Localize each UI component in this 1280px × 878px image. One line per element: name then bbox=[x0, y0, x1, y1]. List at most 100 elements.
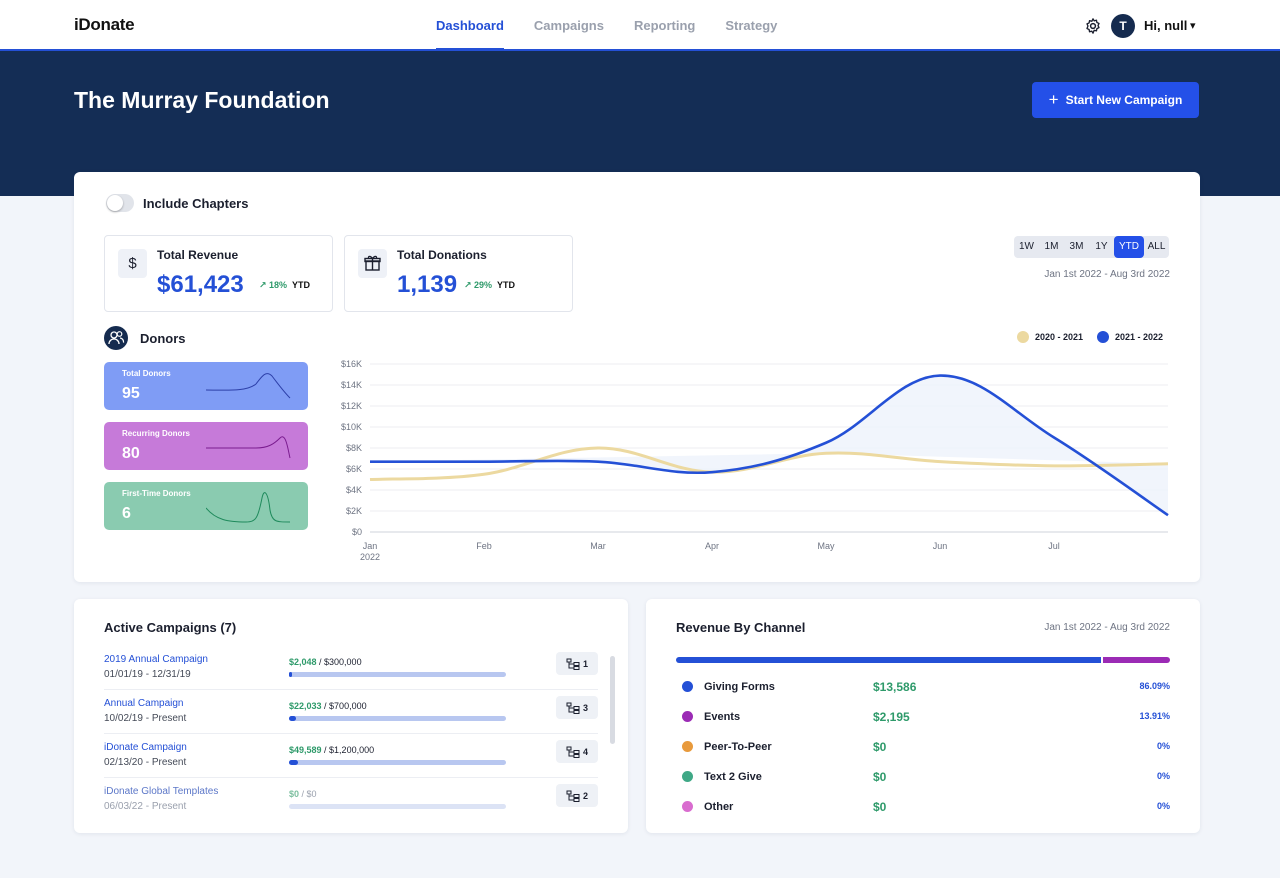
avatar[interactable]: T bbox=[1111, 14, 1135, 38]
revenue-change: ↗ 18% bbox=[259, 280, 288, 290]
campaign-structure-button[interactable]: 1 bbox=[556, 652, 598, 675]
donors-title: Donors bbox=[140, 331, 186, 346]
toggle-knob bbox=[107, 195, 123, 211]
dollar-icon: $ bbox=[118, 249, 147, 278]
revenue-by-channel-title: Revenue By Channel bbox=[676, 620, 806, 635]
range-ytd[interactable]: YTD bbox=[1114, 236, 1144, 258]
legend-dot-2021-2022 bbox=[1097, 331, 1109, 343]
page-title: The Murray Foundation bbox=[74, 87, 330, 113]
range-all[interactable]: ALL bbox=[1147, 241, 1166, 252]
start-new-campaign-button[interactable]: + Start New Campaign bbox=[1032, 82, 1199, 118]
channel-dot bbox=[682, 801, 693, 812]
y-tick-label: $6K bbox=[346, 464, 362, 474]
channel-percent: 86.09% bbox=[1139, 681, 1170, 691]
chevron-down-icon[interactable]: ▾ bbox=[1190, 20, 1196, 32]
total-donations-value: 1,139 bbox=[397, 271, 458, 298]
channel-percent: 0% bbox=[1156, 771, 1170, 781]
channel-share-segment bbox=[1101, 657, 1170, 663]
channel-row-giving-forms: Giving Forms $13,586 86.09% bbox=[676, 677, 1170, 697]
total-donors-sparkline bbox=[206, 373, 291, 399]
campaign-structure-button[interactable]: 3 bbox=[556, 696, 598, 719]
tab-reporting[interactable]: Reporting bbox=[633, 18, 696, 33]
x-tick-label: May bbox=[817, 541, 835, 551]
channel-percent: 13.91% bbox=[1139, 711, 1170, 721]
campaign-raised: $49,589 bbox=[289, 745, 322, 755]
range-1y[interactable]: 1Y bbox=[1095, 241, 1108, 252]
total-revenue-title: Total Revenue bbox=[157, 248, 239, 262]
channel-share-bar bbox=[676, 657, 1170, 663]
campaign-goal: / $700,000 bbox=[321, 701, 367, 711]
tab-dashboard[interactable]: Dashboard bbox=[436, 0, 504, 51]
campaign-row: iDonate Campaign 02/13/20 - Present $49,… bbox=[104, 734, 598, 778]
hierarchy-icon bbox=[566, 702, 580, 714]
logo[interactable]: iDonate bbox=[74, 15, 135, 34]
tab-strategy[interactable]: Strategy bbox=[725, 18, 778, 33]
user-greeting[interactable]: Hi, null bbox=[1144, 18, 1188, 33]
channel-dot bbox=[682, 681, 693, 692]
y-tick-label: $8K bbox=[346, 443, 362, 453]
donations-period: YTD bbox=[497, 280, 515, 290]
campaigns-scrollbar[interactable] bbox=[610, 656, 615, 744]
campaign-row: 2019 Annual Campaign 01/01/19 - 12/31/19… bbox=[104, 646, 598, 690]
nav-tabs: Dashboard Campaigns Reporting Strategy bbox=[436, 0, 807, 51]
channel-dot bbox=[682, 711, 693, 722]
include-chapters-toggle[interactable] bbox=[106, 194, 134, 212]
hierarchy-icon bbox=[566, 790, 580, 802]
campaign-raised: $2,048 bbox=[289, 657, 317, 667]
campaign-progress-fill bbox=[289, 716, 296, 721]
active-campaigns-title: Active Campaigns (7) bbox=[104, 620, 237, 635]
recurring-donors-value: 80 bbox=[122, 445, 140, 462]
campaign-progress-fill bbox=[289, 760, 298, 765]
revenue-by-channel-card: Revenue By Channel Jan 1st 2022 - Aug 3r… bbox=[646, 599, 1200, 833]
campaign-name[interactable]: Annual Campaign bbox=[104, 698, 184, 709]
campaign-progress-fill bbox=[289, 672, 292, 677]
legend-2021-2022: 2021 - 2022 bbox=[1097, 331, 1163, 343]
range-selector: 1W 1M 3M 1Y YTD ALL bbox=[1014, 236, 1169, 258]
campaign-structure-button[interactable]: 2 bbox=[556, 784, 598, 807]
campaign-name[interactable]: iDonate Global Templates bbox=[104, 786, 219, 797]
campaign-dates: 02/13/20 - Present bbox=[104, 757, 187, 768]
campaign-name[interactable]: 2019 Annual Campaign bbox=[104, 654, 208, 665]
campaign-child-count: 1 bbox=[582, 658, 588, 669]
campaign-amount: $49,589 / $1,200,000 bbox=[289, 745, 374, 755]
first-time-donors-label: First-Time Donors bbox=[122, 489, 191, 498]
campaign-row: iDonate Global Templates 06/03/22 - Pres… bbox=[104, 778, 598, 822]
campaign-raised: $22,033 bbox=[289, 701, 322, 711]
range-1w[interactable]: 1W bbox=[1019, 241, 1034, 252]
channel-amount: $0 bbox=[873, 770, 887, 784]
campaign-progress-bar bbox=[289, 716, 506, 721]
channel-percent: 0% bbox=[1156, 741, 1170, 751]
gift-icon bbox=[358, 249, 387, 278]
campaign-structure-button[interactable]: 4 bbox=[556, 740, 598, 763]
campaign-progress-bar bbox=[289, 672, 506, 677]
campaign-child-count: 4 bbox=[582, 746, 588, 757]
revenue-date-range: Jan 1st 2022 - Aug 3rd 2022 bbox=[1044, 622, 1170, 633]
campaign-name[interactable]: iDonate Campaign bbox=[104, 742, 187, 753]
campaign-child-count: 2 bbox=[582, 790, 588, 801]
channel-amount: $2,195 bbox=[873, 710, 910, 724]
total-donors-tile[interactable]: Total Donors 95 bbox=[104, 362, 308, 410]
x-tick-label: Mar bbox=[590, 541, 606, 551]
gear-icon[interactable] bbox=[1084, 17, 1102, 35]
donations-line-chart: $0 $2K $4K $6K $8K $10K $12K $14K $16K Jan Feb Mar A… bbox=[341, 359, 1169, 562]
y-tick-label: $2K bbox=[346, 506, 362, 516]
campaign-amount: $2,048 / $300,000 bbox=[289, 657, 362, 667]
channel-share-segment bbox=[676, 657, 1102, 663]
recurring-donors-tile[interactable]: Recurring Donors 80 bbox=[104, 422, 308, 470]
channel-amount: $0 bbox=[873, 800, 887, 814]
x-tick-label: Feb bbox=[476, 541, 492, 551]
first-time-donors-tile[interactable]: First-Time Donors 6 bbox=[104, 482, 308, 530]
total-donations-title: Total Donations bbox=[397, 248, 487, 262]
campaign-progress-bar bbox=[289, 804, 506, 809]
first-time-donors-sparkline bbox=[206, 492, 291, 523]
series-line-2021-2022 bbox=[369, 374, 1169, 517]
x-tick-label: Jan bbox=[363, 541, 378, 551]
channel-amount: $0 bbox=[873, 740, 887, 754]
range-1m[interactable]: 1M bbox=[1044, 241, 1059, 252]
tab-campaigns[interactable]: Campaigns bbox=[533, 18, 604, 33]
legend-label-2021-2022: 2021 - 2022 bbox=[1115, 332, 1164, 342]
campaign-child-count: 3 bbox=[582, 702, 588, 713]
legend-2020-2021: 2020 - 2021 bbox=[1017, 331, 1083, 343]
range-3m[interactable]: 3M bbox=[1069, 241, 1084, 252]
y-tick-label: $4K bbox=[346, 485, 362, 495]
